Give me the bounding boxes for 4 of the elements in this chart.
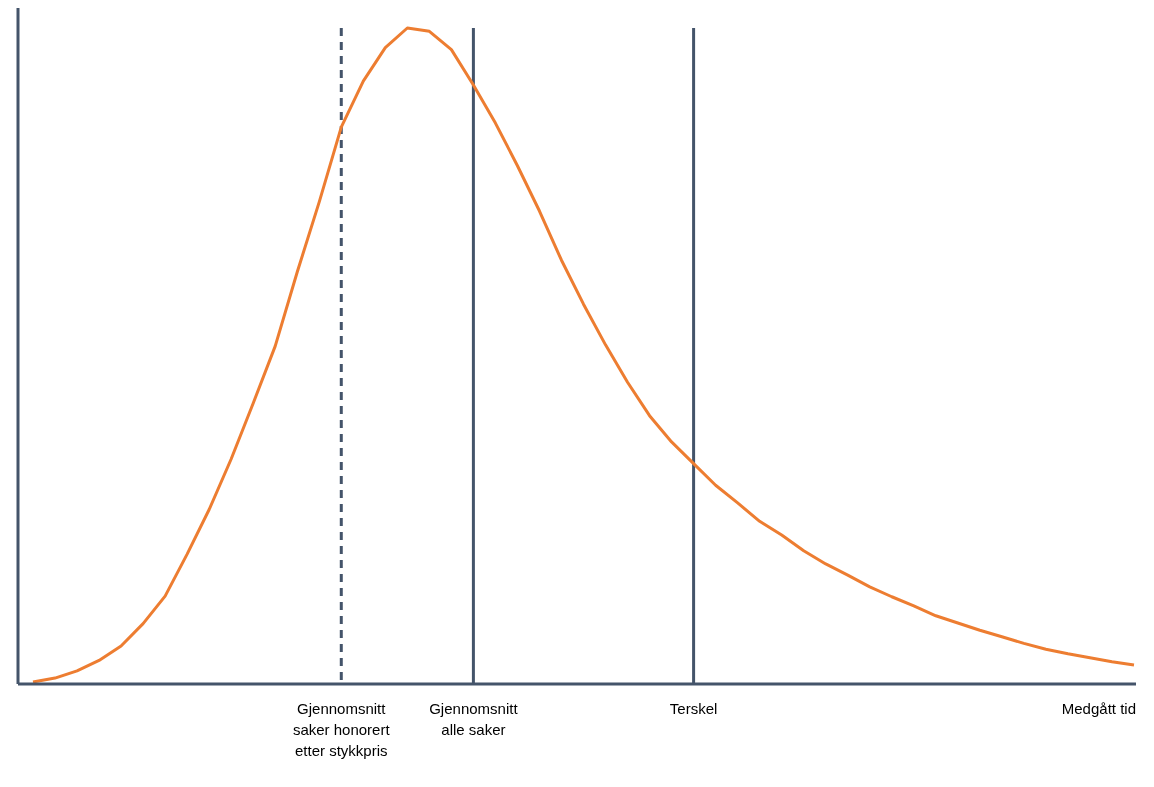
x-tick-label: Terskel xyxy=(669,700,718,717)
x-tick-label: Gjennomsnitt alle saker xyxy=(429,700,519,738)
x-axis-title: Medgått tid xyxy=(1061,700,1136,717)
x-tick-label: Gjennomsnitt saker honorert etter stykkpris xyxy=(292,700,391,759)
